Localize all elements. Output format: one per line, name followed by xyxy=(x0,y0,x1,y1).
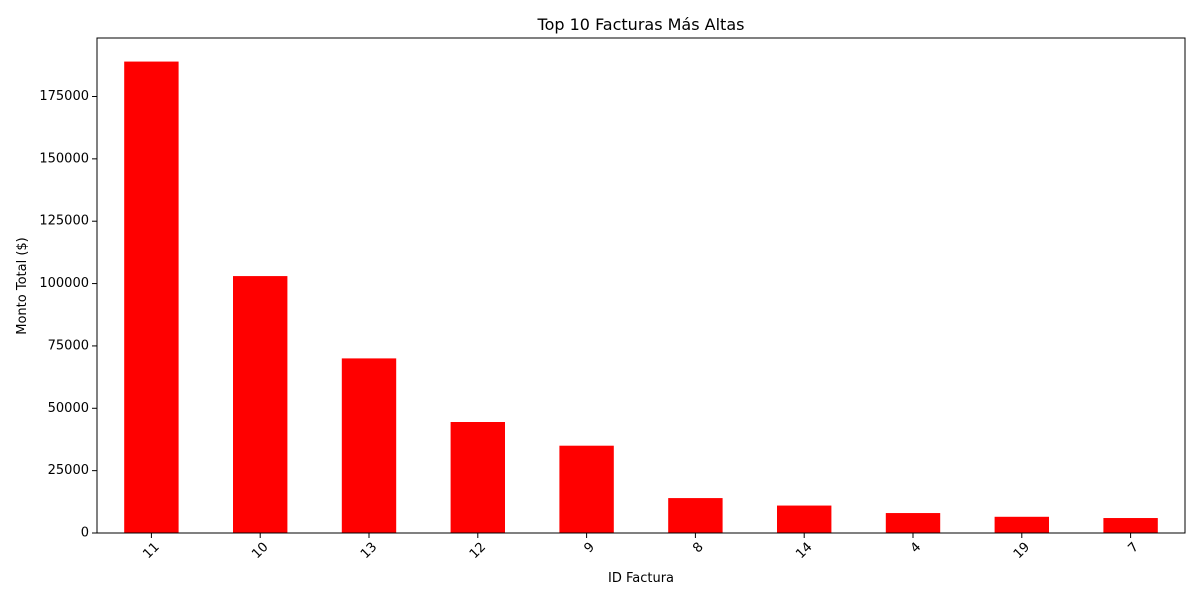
bar-7 xyxy=(1103,518,1158,533)
x-tick-label: 4 xyxy=(908,540,924,556)
bar-4 xyxy=(885,513,941,533)
bar-9 xyxy=(559,445,614,533)
bars-group xyxy=(124,61,1158,533)
x-tick-label: 19 xyxy=(1011,540,1033,562)
bar-8 xyxy=(668,498,723,533)
y-tick-label: 100000 xyxy=(39,276,89,291)
y-tick-label: 50000 xyxy=(48,401,89,416)
y-tick-label: 25000 xyxy=(48,463,89,478)
y-axis: 0 25000 50000 75000 100000 125000 150000 175000 xyxy=(39,89,97,541)
x-tick-label: 12 xyxy=(467,540,489,562)
y-axis-title: Monto Total ($) xyxy=(15,237,30,335)
bar-10 xyxy=(233,276,288,533)
bar-13 xyxy=(341,358,397,533)
x-tick-label: 13 xyxy=(358,540,380,562)
bar-19 xyxy=(994,516,1049,533)
x-tick-label: 14 xyxy=(793,540,815,562)
x-tick-label: 9 xyxy=(581,540,597,556)
x-tick-label: 8 xyxy=(690,540,706,556)
bar-12 xyxy=(450,422,505,533)
bar-11 xyxy=(124,61,179,533)
bar-14 xyxy=(777,505,832,533)
chart-title: Top 10 Facturas Más Altas xyxy=(537,15,745,34)
y-tick-label: 175000 xyxy=(39,89,89,104)
y-tick-label: 125000 xyxy=(39,214,89,229)
x-tick-label: 10 xyxy=(249,540,271,562)
x-axis: 11 10 13 12 9 8 14 4 19 7 xyxy=(140,533,1142,562)
x-tick-label: 7 xyxy=(1125,540,1141,556)
y-tick-label: 150000 xyxy=(39,151,89,166)
x-tick-label: 11 xyxy=(140,540,162,562)
x-axis-title: ID Factura xyxy=(608,571,674,586)
y-tick-label: 75000 xyxy=(48,338,89,353)
plot-frame xyxy=(96,37,1186,534)
y-tick-label: 0 xyxy=(81,526,89,541)
